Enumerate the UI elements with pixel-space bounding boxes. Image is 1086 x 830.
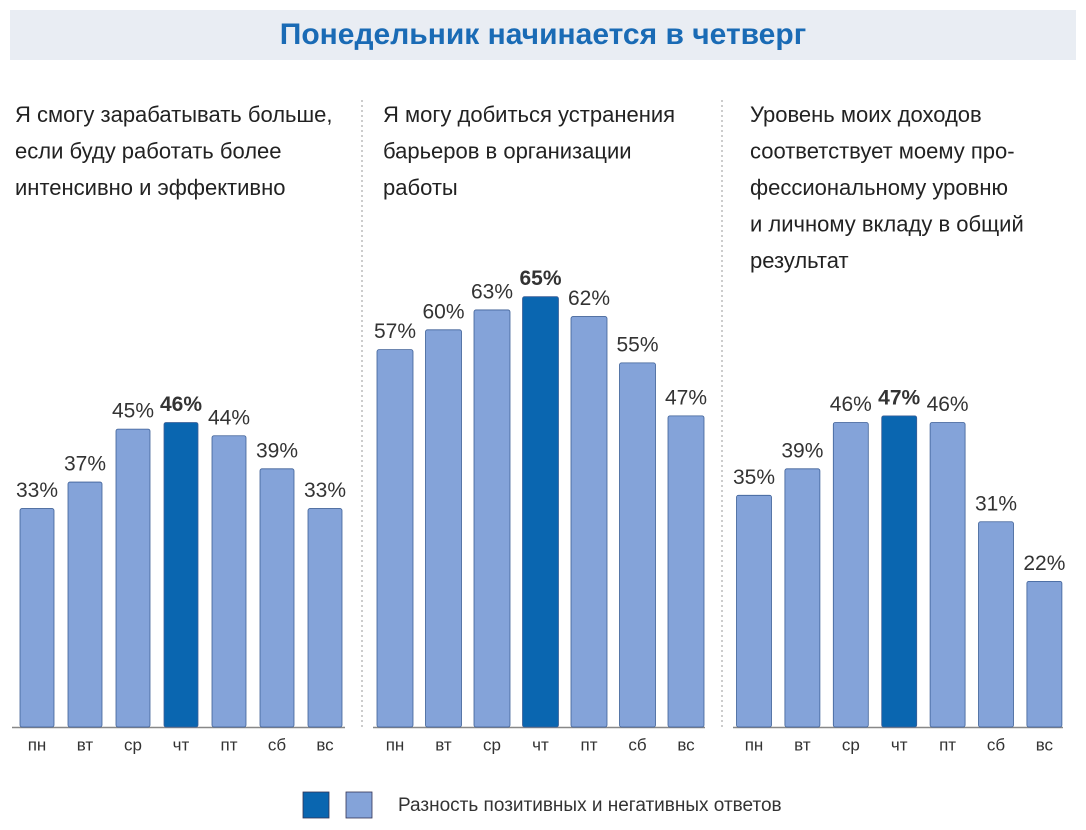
bar [1026,580,1063,728]
panel-title: результат [750,248,849,273]
value-label: 35% [733,466,775,489]
panel-title: Уровень моих доходов [750,102,982,127]
bar [115,428,151,728]
bar [67,481,103,728]
bar [784,468,821,728]
x-tick-label: вт [77,735,94,754]
value-label: 39% [781,439,823,462]
panel-title: барьеров в организации [383,138,632,163]
x-tick-label: чт [173,735,190,754]
value-label: 57% [374,320,416,343]
x-tick-label: вт [435,735,452,754]
x-tick-label: вс [316,735,334,754]
x-tick-label: сб [268,735,287,754]
value-label: 62% [568,287,610,310]
value-label: 46% [830,393,872,416]
bar [522,296,559,728]
title-band [10,10,1076,60]
bar [376,349,414,728]
bar [881,415,918,728]
bar [425,329,462,728]
bar [163,422,199,728]
x-tick-label: ср [842,735,860,754]
x-tick-label: сб [628,735,647,754]
x-tick-label: ср [483,735,501,754]
value-label: 65% [519,267,561,290]
legend-swatch [302,791,330,819]
value-label: 44% [208,406,250,429]
value-label: 63% [471,280,513,303]
x-tick-label: пн [28,735,47,754]
legend-label: Разность позитивных и негативных ответов [398,795,782,816]
panel-title: если буду работать более [15,138,282,163]
value-label: 22% [1023,552,1065,575]
bar [570,316,608,728]
x-tick-label: вт [794,735,811,754]
bar [619,362,656,728]
x-tick-label: чт [891,735,908,754]
bar [978,521,1014,728]
value-label: 45% [112,400,154,423]
value-label: 46% [160,393,202,416]
x-tick-label: ср [124,735,142,754]
x-tick-label: пт [221,735,238,754]
panel-title: интенсивно и эффективно [15,175,286,200]
bar [259,468,295,728]
x-tick-label: пн [745,735,764,754]
value-label: 37% [64,453,106,476]
bar [473,309,511,728]
value-label: 60% [422,300,464,323]
bar [929,422,966,728]
value-label: 47% [665,386,707,409]
value-label: 31% [975,492,1017,515]
panel-title: работы [383,175,458,200]
x-tick-label: вс [1036,735,1054,754]
x-tick-label: вс [677,735,695,754]
bar [19,508,55,728]
x-tick-label: пт [939,735,956,754]
x-tick-label: чт [532,735,549,754]
bar [307,508,343,728]
panel-title: Я смогу зарабатывать больше, [15,102,333,127]
value-label: 33% [304,479,346,502]
x-tick-label: сб [987,735,1006,754]
legend-swatch [345,791,373,819]
bar [211,435,247,728]
value-label: 55% [616,333,658,356]
panel-title: фессиональному уровню [750,175,1008,200]
panel-title: и личному вкладу в общий [750,211,1024,236]
x-tick-label: пн [386,735,405,754]
panel-title: соответствует моему про- [750,138,1015,163]
bar [736,494,772,728]
value-label: 47% [878,386,920,409]
value-label: 33% [16,479,58,502]
chart-title: Понедельник начинается в четверг [280,18,806,51]
panel-title: Я могу добиться устранения [383,102,675,127]
value-label: 39% [256,439,298,462]
value-label: 46% [927,393,969,416]
x-tick-label: пт [581,735,598,754]
bar [667,415,705,728]
bar [832,422,869,728]
